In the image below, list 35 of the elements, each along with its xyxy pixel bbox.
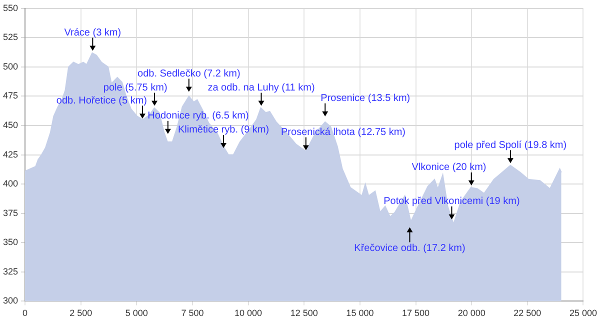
annotation: odb. Sedlečko (7.2 km) <box>137 68 240 80</box>
y-tick-label: 500 <box>2 61 18 72</box>
annotation: Hodonice ryb. (6.5 km) <box>148 110 249 122</box>
annotation: Potok před Vlkonicemi (19 km) <box>384 196 520 208</box>
y-tick-label: 400 <box>2 178 18 189</box>
x-tick-label: 15 000 <box>346 308 374 318</box>
x-tick-label: 0 <box>22 308 28 318</box>
annotation: Prosenice (13.5 km) <box>320 93 410 104</box>
x-tick-label: 12 500 <box>290 308 318 318</box>
y-tick-label: 325 <box>2 266 18 276</box>
annotation: pole před Spolí (19.8 km) <box>454 140 567 151</box>
annotation: Vlkonice (20 km) <box>412 162 486 174</box>
y-tick-label: 375 <box>2 208 18 218</box>
annotation: Vráce (3 km) <box>64 27 122 38</box>
x-tick-label: 7 500 <box>181 308 204 318</box>
annotation: Klimětice ryb. (9 km) <box>178 124 270 136</box>
annotation: Prosenická lhota (12.75 km) <box>281 127 406 138</box>
y-tick-label: 525 <box>2 32 18 42</box>
annotation: odb. Hořetice (5 km) <box>56 95 147 106</box>
annotation: pole (5.75 km) <box>103 82 168 94</box>
y-tick-label: 300 <box>2 296 18 306</box>
annotation: za odb. na Luhy (11 km) <box>208 82 315 94</box>
x-tick-label: 17 500 <box>402 308 430 318</box>
x-tick-label: 20 000 <box>458 308 486 318</box>
x-tick-label: 10 000 <box>234 308 262 318</box>
x-tick-label: 25 000 <box>569 308 597 318</box>
y-tick-label: 350 <box>2 237 18 248</box>
y-tick-label: 550 <box>2 2 18 13</box>
y-tick-label: 425 <box>2 149 18 160</box>
x-tick-label: 22 500 <box>514 308 542 318</box>
y-tick-label: 475 <box>2 90 18 101</box>
x-tick-label: 5 000 <box>125 308 148 318</box>
annotation: Křečovice odb. (17.2 km) <box>354 242 466 254</box>
y-tick-label: 450 <box>2 120 18 130</box>
x-tick-label: 2 500 <box>70 308 92 318</box>
